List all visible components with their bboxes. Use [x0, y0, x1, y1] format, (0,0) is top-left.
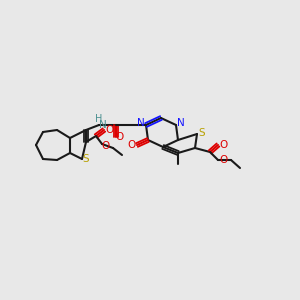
- Text: O: O: [219, 140, 227, 150]
- Text: O: O: [219, 155, 227, 165]
- Text: S: S: [199, 128, 205, 138]
- Text: N: N: [137, 118, 145, 128]
- Text: S: S: [83, 154, 89, 164]
- Text: O: O: [102, 141, 110, 151]
- Text: O: O: [116, 132, 124, 142]
- Text: O: O: [105, 125, 113, 135]
- Text: O: O: [128, 140, 136, 150]
- Text: N: N: [99, 120, 107, 130]
- Text: N: N: [177, 118, 185, 128]
- Text: H: H: [95, 114, 103, 124]
